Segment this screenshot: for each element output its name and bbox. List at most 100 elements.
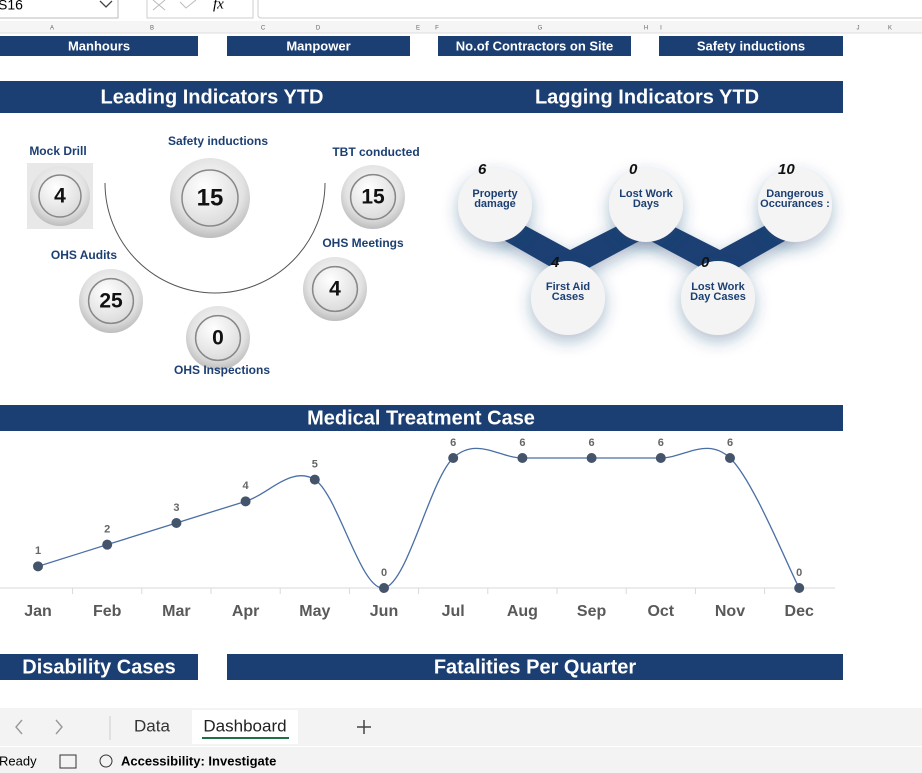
medical-point (655, 452, 666, 463)
medical-point (794, 583, 805, 593)
fatalities-title: Fatalities Per Quarter (434, 656, 637, 678)
lagging-label: Property damage (472, 188, 518, 210)
dial-value: 0 (212, 327, 224, 350)
column-header: F (435, 26, 439, 32)
medical-value-label: 5 (312, 459, 318, 471)
dial-label: Safety inductions (168, 134, 268, 148)
sheet-tab-bar (0, 708, 922, 746)
disability-title: Disability Cases (22, 656, 175, 678)
kpi-header-label: Safety inductions (697, 38, 805, 53)
month-label: Apr (232, 603, 260, 620)
medical-value-label: 6 (519, 437, 525, 449)
medical-banner (0, 405, 843, 431)
formula-tools (146, 0, 254, 19)
lagging-bubble (758, 168, 832, 242)
sheet-tab[interactable]: Data (134, 716, 170, 735)
accessibility-icon[interactable] (99, 754, 113, 768)
month-label: Aug (507, 603, 538, 620)
lagging-bubble (681, 261, 755, 335)
medical-line (37, 447, 800, 589)
dial-face (87, 277, 135, 325)
medical-point (517, 452, 528, 463)
medical-point (171, 517, 182, 528)
dial-label: Mock Drill (29, 144, 86, 158)
formula-input[interactable] (257, 0, 922, 19)
medical-value-label: 0 (381, 567, 387, 579)
prev-sheet[interactable] (15, 719, 23, 735)
fatalities-banner (227, 654, 843, 680)
accessibility-status[interactable]: Accessibility: Investigate (121, 753, 276, 768)
kpi-header (0, 36, 198, 56)
medical-value-label: 4 (243, 480, 250, 492)
dial-face (349, 173, 397, 221)
lagging-bubble (531, 261, 605, 335)
lagging-bubble (458, 168, 532, 242)
column-header: A (50, 26, 54, 32)
medical-point (379, 583, 389, 593)
lagging-label: First Aid Cases (545, 281, 591, 303)
dial-label: OHS Audits (51, 248, 118, 262)
dial-face (311, 265, 359, 313)
kpi-header-label: Manhours (68, 38, 130, 53)
column-header: G (538, 26, 543, 32)
column-header: C (261, 26, 266, 32)
medical-value-label: 2 (104, 524, 110, 536)
medical-value-label: 1 (35, 545, 41, 557)
medical-value-label: 0 (796, 567, 802, 579)
lagging-value: 6 (478, 161, 487, 178)
name-box-text: S16 (0, 0, 23, 13)
dial-value: 15 (361, 186, 385, 209)
indicators-banner (0, 81, 843, 113)
medical-value-label: 6 (589, 437, 595, 449)
dial-value: 4 (54, 185, 66, 208)
lagging-label: Lost Work Day Cases (690, 281, 746, 303)
medical-point (309, 474, 320, 485)
medical-point (102, 539, 113, 550)
column-header: H (644, 26, 648, 32)
lagging-bubble (609, 168, 683, 242)
lagging-value: 0 (701, 254, 710, 271)
next-sheet[interactable] (55, 719, 63, 735)
month-label: Jul (442, 603, 465, 620)
kpi-header (659, 36, 843, 56)
column-header: B (150, 26, 154, 32)
cancel-icon[interactable] (152, 0, 166, 11)
lagging-value: 4 (550, 254, 560, 271)
lagging-label: Lost Work Days (619, 188, 673, 210)
column-header: K (888, 26, 892, 32)
medical-value-label: 6 (727, 437, 733, 449)
macro-icon[interactable] (59, 754, 77, 769)
kpi-header (438, 36, 631, 56)
dial-face (194, 314, 242, 362)
lagging-value: 0 (629, 161, 638, 178)
enter-icon[interactable] (179, 0, 197, 9)
name-box-dropdown[interactable] (99, 0, 113, 8)
dial-value: 4 (329, 278, 341, 301)
name-box[interactable] (0, 0, 119, 19)
sheet-tab[interactable]: Dashboard (203, 716, 286, 735)
fx-button[interactable]: fx (213, 0, 224, 12)
month-label: Dec (785, 603, 814, 620)
dial-face (181, 169, 239, 227)
month-label: Nov (715, 603, 745, 620)
month-label: Jun (370, 603, 398, 620)
dial-label: OHS Meetings (322, 236, 404, 250)
medical-point (240, 496, 251, 507)
lagging-label: Dangerous Occurances : (760, 188, 830, 210)
lagging-title: Lagging Indicators YTD (535, 86, 759, 108)
month-label: Oct (647, 603, 674, 620)
medical-value-label: 3 (173, 502, 179, 514)
dial-label: OHS Inspections (174, 363, 270, 377)
medical-value-label: 6 (658, 437, 664, 449)
medical-point (725, 452, 735, 463)
status-bar (0, 747, 922, 773)
month-label: Sep (577, 603, 607, 620)
column-header-row (0, 21, 922, 33)
month-label: May (299, 603, 330, 620)
column-header: E (416, 26, 420, 32)
column-header: I (660, 26, 662, 32)
kpi-header-label: Manpower (286, 38, 350, 53)
disability-banner (0, 654, 198, 680)
